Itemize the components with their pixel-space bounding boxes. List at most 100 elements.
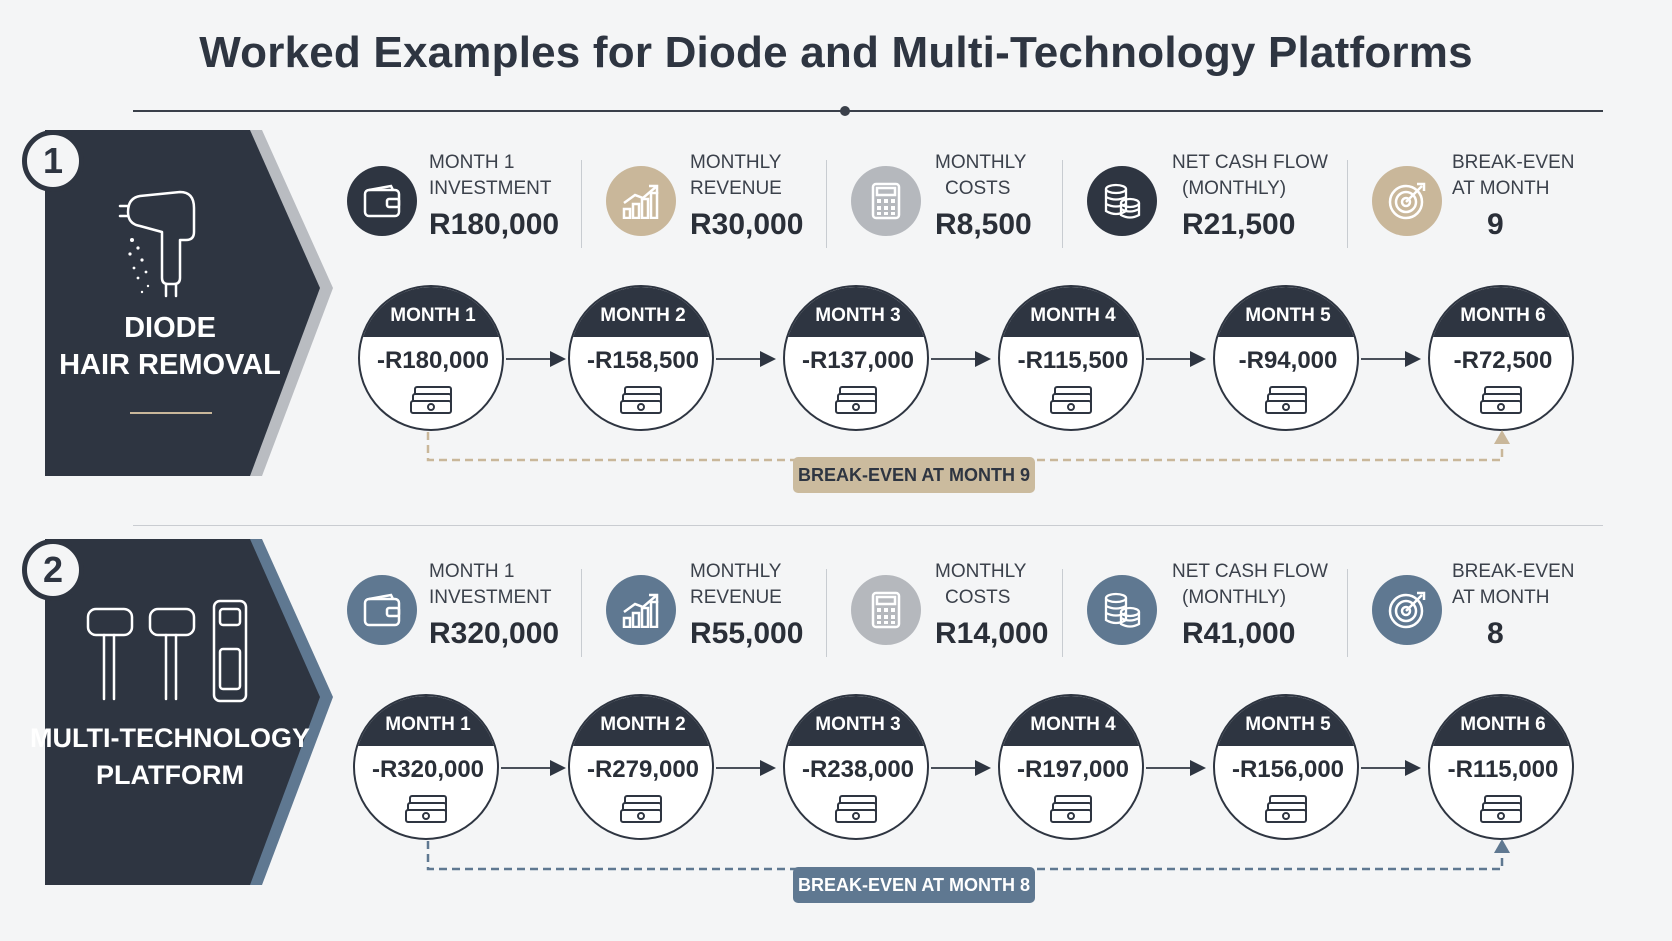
section-1-panel: 1 DIODE HAIR REMOVAL (0, 130, 345, 476)
metric-value: R180,000 (429, 208, 560, 241)
month-node: MONTH 2 -R158,500 (568, 285, 714, 431)
wallet-icon (347, 575, 417, 645)
metric-label-line-2: COSTS (945, 587, 1011, 608)
arrow-right-icon (501, 760, 566, 776)
cash-stack-icon (620, 795, 662, 823)
target-icon (1372, 166, 1442, 236)
metric-separator (1347, 160, 1348, 248)
month-node: MONTH 4 -R197,000 (998, 694, 1144, 840)
month-node: MONTH 1 -R320,000 (353, 694, 499, 840)
metric-label-line-1: BREAK-EVEN (1452, 152, 1575, 173)
title-underline (130, 412, 212, 414)
month-balance: -R238,000 (801, 756, 915, 783)
month-label: MONTH 3 (815, 305, 901, 326)
metric-value: R14,000 (935, 617, 1049, 650)
month-node: MONTH 5 -R94,000 (1213, 285, 1359, 431)
month-label: MONTH 5 (1245, 305, 1331, 326)
section-title-line-1: DIODE (124, 312, 216, 344)
month-label: MONTH 6 (1460, 305, 1546, 326)
month-label: MONTH 2 (600, 714, 686, 735)
coins-icon (1087, 575, 1157, 645)
calculator-icon (851, 166, 921, 236)
cash-stack-icon (835, 386, 877, 414)
section-title: MULTI-TECHNOLOGY PLATFORM (30, 720, 310, 794)
arrow-right-icon (931, 760, 991, 776)
title-divider-dot (840, 106, 850, 116)
month-node: MONTH 6 -R72,500 (1428, 285, 1574, 431)
metric-label-line-2: AT MONTH (1452, 587, 1550, 608)
metric-value: R320,000 (429, 617, 560, 650)
month-balance: -R156,000 (1231, 756, 1345, 783)
month-label: MONTH 2 (600, 305, 686, 326)
metric-value: R21,500 (1182, 208, 1296, 241)
month-balance: -R320,000 (371, 756, 485, 783)
month-node: MONTH 6 -R115,000 (1428, 694, 1574, 840)
cash-stack-icon (1265, 795, 1307, 823)
metric-value: 8 (1487, 617, 1504, 650)
metric-label-line-2: (MONTHLY) (1182, 178, 1287, 199)
cash-stack-icon (1050, 795, 1092, 823)
month-balance: -R115,000 (1447, 756, 1559, 783)
metric-separator (1062, 160, 1063, 248)
metric-label-line-2: INVESTMENT (429, 178, 552, 199)
month-label: MONTH 4 (1030, 305, 1116, 326)
section-number-badge: 1 (22, 130, 84, 192)
month-node: MONTH 4 -R115,500 (998, 285, 1144, 431)
metric-label-line-1: BREAK-EVEN (1452, 561, 1575, 582)
metric-label-line-1: MONTHLY (690, 152, 782, 173)
metric-label-line-2: (MONTHLY) (1182, 587, 1287, 608)
metric-separator (581, 569, 582, 657)
metric-separator (581, 160, 582, 248)
calculator-icon (851, 575, 921, 645)
month-label: MONTH 6 (1460, 714, 1546, 735)
metric-label-line-1: MONTHLY (935, 561, 1027, 582)
metric-label-line-1: MONTH 1 (429, 152, 515, 173)
month-label: MONTH 3 (815, 714, 901, 735)
cash-stack-icon (1265, 386, 1307, 414)
month-node: MONTH 3 -R137,000 (783, 285, 929, 431)
month-balance: -R72,500 (1453, 347, 1553, 374)
growth-chart-icon (606, 166, 676, 236)
cash-stack-icon (620, 386, 662, 414)
arrow-right-icon (716, 760, 776, 776)
cash-stack-icon (835, 795, 877, 823)
metric-label-line-2: INVESTMENT (429, 587, 552, 608)
metric-label-line-1: MONTHLY (935, 152, 1027, 173)
break-even-label: BREAK-EVEN AT MONTH 8 (793, 867, 1035, 903)
metric-label-line-2: AT MONTH (1452, 178, 1550, 199)
section-number-badge: 2 (22, 539, 84, 601)
metric-label-line-1: MONTH 1 (429, 561, 515, 582)
metric-label-line-1: MONTHLY (690, 561, 782, 582)
metric-separator (826, 160, 827, 248)
month-node: MONTH 5 -R156,000 (1213, 694, 1359, 840)
page-title: Worked Examples for Diode and Multi-Tech… (199, 28, 1473, 77)
metric-separator (1347, 569, 1348, 657)
metric-value: R41,000 (1182, 617, 1296, 650)
metric-value: R55,000 (690, 617, 804, 650)
cash-stack-icon (1050, 386, 1092, 414)
metric-label-line-1: NET CASH FLOW (1172, 152, 1328, 173)
metric-value: R30,000 (690, 208, 804, 241)
arrow-right-icon (931, 351, 991, 367)
metric-label-line-2: COSTS (945, 178, 1011, 199)
section-divider (133, 525, 1603, 526)
cash-stack-icon (1480, 795, 1522, 823)
arrow-right-icon (1146, 351, 1206, 367)
metric-separator (1062, 569, 1063, 657)
section-title: DIODE HAIR REMOVAL (45, 310, 295, 384)
arrow-right-icon (716, 351, 776, 367)
section-title-line-1: MULTI-TECHNOLOGY (30, 723, 310, 753)
coins-icon (1087, 166, 1157, 236)
section-2-panel: 2 MULTI-TECHNOLOGY PLATFORM (0, 539, 345, 885)
arrow-right-icon (1361, 351, 1421, 367)
metric-label-line-1: NET CASH FLOW (1172, 561, 1328, 582)
month-node: MONTH 3 -R238,000 (783, 694, 929, 840)
month-label: MONTH 4 (1030, 714, 1116, 735)
month-label: MONTH 1 (390, 305, 476, 326)
arrow-right-icon (1361, 760, 1421, 776)
metric-label-line-2: REVENUE (690, 178, 782, 199)
metric-value: R8,500 (935, 208, 1032, 241)
month-node: MONTH 2 -R279,000 (568, 694, 714, 840)
month-node: MONTH 1 -R180,000 (358, 285, 504, 431)
month-balance: -R180,000 (376, 347, 490, 374)
